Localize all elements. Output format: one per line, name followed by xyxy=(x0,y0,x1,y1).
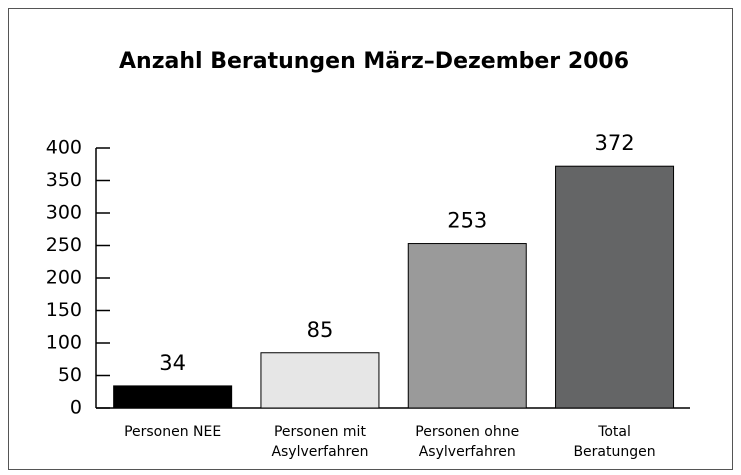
value-label: 85 xyxy=(307,318,334,342)
y-tick-label: 200 xyxy=(46,267,82,289)
chart-title: Anzahl Beratungen März–Dezember 2006 xyxy=(119,49,629,74)
y-tick-label: 100 xyxy=(46,332,82,354)
x-tick-label: Personen ohne Asylverfahren xyxy=(415,424,519,460)
frame xyxy=(8,8,733,470)
value-label: 34 xyxy=(159,351,186,375)
y-tick-label: 350 xyxy=(46,169,82,191)
y-tick-label: 400 xyxy=(46,137,82,159)
y-tick-label: 0 xyxy=(70,397,82,419)
x-tick-label: Total Beratungen xyxy=(573,424,655,460)
y-tick-label: 50 xyxy=(58,364,82,386)
bar xyxy=(407,243,527,409)
bar xyxy=(555,165,675,409)
x-tick-label: Personen NEE xyxy=(124,424,221,440)
bar xyxy=(260,352,380,409)
x-tick-label: Personen mit Asylverfahren xyxy=(271,424,368,460)
y-tick-label: 250 xyxy=(46,234,82,256)
y-tick-label: 300 xyxy=(46,202,82,224)
value-label: 372 xyxy=(595,131,635,155)
value-label: 253 xyxy=(447,209,487,233)
bar xyxy=(113,385,233,409)
y-tick-label: 150 xyxy=(46,299,82,321)
